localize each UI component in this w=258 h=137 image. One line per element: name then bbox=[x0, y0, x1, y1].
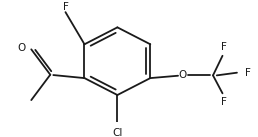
Text: F: F bbox=[221, 97, 227, 107]
Text: F: F bbox=[62, 2, 68, 12]
Text: F: F bbox=[245, 68, 251, 78]
Text: O: O bbox=[179, 70, 187, 80]
Text: F: F bbox=[221, 42, 227, 52]
Text: O: O bbox=[17, 43, 26, 53]
Text: Cl: Cl bbox=[112, 128, 123, 137]
